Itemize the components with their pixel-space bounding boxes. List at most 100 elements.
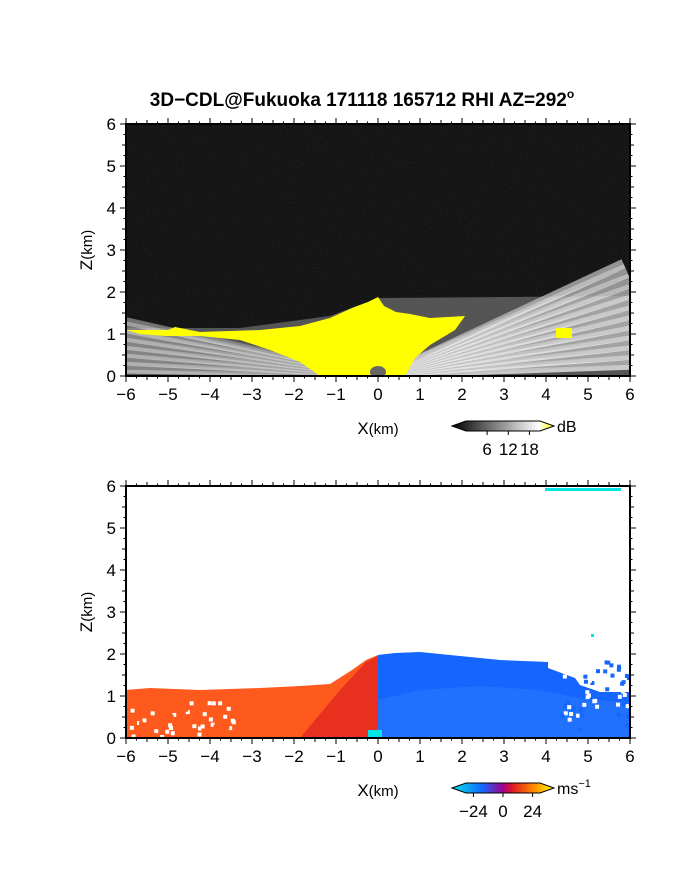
- x-axis-label: X(km): [357, 419, 398, 438]
- speck: [620, 689, 625, 694]
- speck: [603, 669, 608, 674]
- speck: [130, 708, 135, 713]
- x-tick-label: −4: [200, 747, 219, 766]
- speck: [587, 678, 592, 683]
- speck: [626, 713, 630, 718]
- beam-streak: [376, 259, 624, 376]
- speck: [146, 713, 151, 718]
- speck: [226, 706, 231, 711]
- x-tick-label: 3: [499, 747, 508, 766]
- speck: [232, 708, 237, 713]
- speck: [585, 690, 590, 695]
- speck: [610, 691, 615, 696]
- x-tick-label: 6: [625, 385, 634, 404]
- speck: [135, 705, 140, 710]
- speck: [562, 674, 567, 679]
- colorbar-tick-label: 18: [520, 440, 539, 459]
- speck: [127, 713, 132, 718]
- speck: [165, 729, 170, 734]
- x-tick-label: −3: [242, 385, 261, 404]
- x-tick-label: −1: [326, 747, 345, 766]
- x-axis-label: X(km): [357, 781, 398, 800]
- speck: [131, 734, 136, 738]
- speck: [191, 720, 196, 725]
- y-tick-label: 0: [107, 729, 116, 748]
- reflectivity-colorbar: dB 6 12 18: [450, 419, 577, 459]
- colorbar-unit: dB: [557, 419, 577, 436]
- y-tick-label: 3: [107, 241, 116, 260]
- speck: [207, 701, 212, 706]
- speck: [603, 695, 608, 700]
- x-tick-label: 5: [583, 747, 592, 766]
- x-tick-label: −5: [158, 747, 177, 766]
- x-tick-label: −2: [284, 747, 303, 766]
- speck: [624, 673, 629, 678]
- speck: [213, 724, 218, 729]
- speck: [605, 687, 610, 692]
- speck: [160, 703, 165, 708]
- speck: [200, 724, 205, 729]
- colorbar-tick-label: 6: [482, 440, 491, 459]
- speck: [617, 694, 622, 699]
- speck: [616, 712, 621, 717]
- x-tick-label: −6: [116, 385, 135, 404]
- x-tick-label: −2: [284, 385, 303, 404]
- speck: [223, 727, 228, 732]
- speck: [217, 725, 222, 730]
- speck: [622, 702, 627, 707]
- velocity-colorbar: ms−1 −24 0 24: [450, 778, 591, 821]
- y-tick-label: 5: [107, 157, 116, 176]
- speck: [210, 722, 215, 727]
- speck: [612, 674, 617, 679]
- speck: [225, 725, 230, 730]
- speck: [571, 706, 576, 711]
- noise-specks: [127, 660, 630, 738]
- x-tick-label: −1: [326, 385, 345, 404]
- speck: [569, 667, 574, 672]
- speck: [137, 721, 142, 726]
- x-tick-label: −5: [158, 385, 177, 404]
- speck: [169, 725, 174, 730]
- speck: [578, 727, 583, 732]
- x-tick-label: 2: [457, 747, 466, 766]
- speck: [139, 721, 144, 726]
- speck: [578, 707, 583, 712]
- x-tick-label: 2: [457, 385, 466, 404]
- speck: [610, 673, 615, 678]
- speck: [130, 703, 135, 708]
- speck: [170, 708, 175, 713]
- speck: [144, 702, 149, 707]
- y-tick-label: 3: [107, 603, 116, 622]
- speck: [168, 723, 173, 728]
- speck: [226, 730, 231, 735]
- speck: [197, 732, 202, 737]
- y-tick-label: 0: [107, 367, 116, 386]
- x-tick-label: 4: [541, 385, 550, 404]
- chart-title: 3D−CDL@Fukuoka 171118 165712 RHI AZ=292o: [150, 87, 574, 111]
- y-axis-label: Z(km): [77, 230, 96, 270]
- x-tick-labels: −6 −5 −4 −3 −2 −1 0 1 2 3 4 5 6: [116, 385, 634, 404]
- speck: [620, 681, 625, 686]
- speck: [563, 711, 568, 716]
- speck: [582, 702, 587, 707]
- speck: [583, 674, 588, 679]
- speck: [150, 713, 155, 718]
- colorbar-tick-label: 24: [523, 802, 542, 821]
- speck: [592, 699, 597, 704]
- x-tick-labels: −6 −5 −4 −3 −2 −1 0 1 2 3 4 5 6: [116, 747, 634, 766]
- speck: [223, 714, 228, 719]
- speck: [567, 717, 572, 722]
- speck: [588, 660, 593, 665]
- speck: [211, 701, 216, 706]
- speck: [565, 700, 570, 705]
- x-tick-label: 1: [415, 747, 424, 766]
- speck: [192, 724, 197, 729]
- speck: [219, 721, 224, 726]
- speck: [576, 713, 581, 718]
- speck: [156, 707, 161, 712]
- x-tick-label: 4: [541, 747, 550, 766]
- y-tick-labels: 0 1 2 3 4 5 6: [107, 477, 116, 748]
- x-tick-label: 3: [499, 385, 508, 404]
